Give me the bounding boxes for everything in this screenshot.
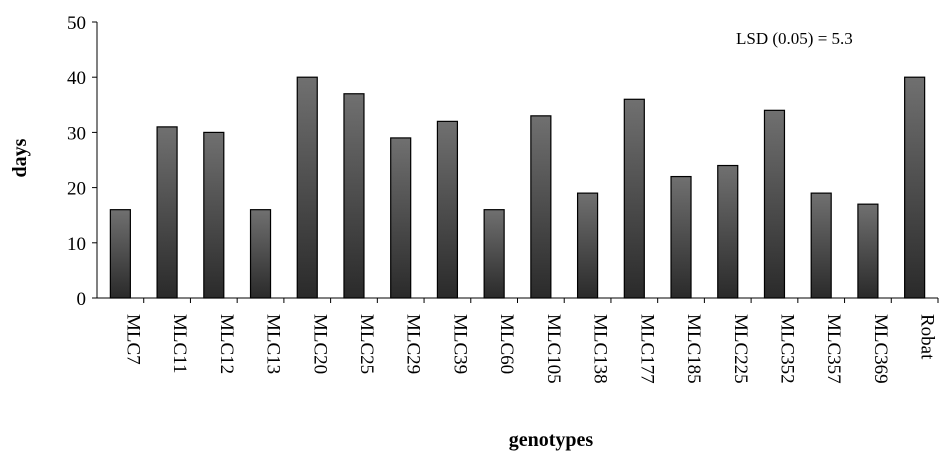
bar-mlc20 bbox=[296, 76, 318, 299]
x-tick-label: MLC7 bbox=[122, 314, 143, 365]
x-tick-label: MLC225 bbox=[730, 314, 751, 384]
bar-mlc357 bbox=[810, 192, 832, 299]
y-tick-label: 30 bbox=[67, 123, 86, 144]
x-tick-label: MLC357 bbox=[823, 314, 844, 384]
bar-mlc12 bbox=[203, 131, 225, 299]
bar-mlc105 bbox=[530, 115, 552, 299]
bar-mlc177 bbox=[623, 98, 645, 299]
x-tick-label: MLC105 bbox=[543, 314, 564, 384]
y-tick-label: 10 bbox=[67, 234, 86, 255]
x-tick-label: MLC25 bbox=[356, 314, 377, 374]
y-axis-title: days bbox=[9, 138, 31, 177]
y-tick-label: 40 bbox=[67, 68, 86, 89]
x-tick-label: Robat bbox=[917, 314, 938, 360]
bar-robat bbox=[904, 76, 926, 299]
y-tick-label: 0 bbox=[77, 289, 87, 310]
y-tick-label: 50 bbox=[67, 13, 86, 34]
bar-mlc39 bbox=[436, 120, 459, 299]
bar-mlc13 bbox=[249, 209, 272, 299]
bar-mlc11 bbox=[156, 126, 178, 299]
bar-mlc7 bbox=[109, 209, 131, 299]
y-axis-ticks: 0 10 20 30 40 50 bbox=[67, 13, 97, 310]
bar-mlc369 bbox=[857, 203, 879, 299]
bar-mlc25 bbox=[343, 93, 365, 299]
bar-mlc29 bbox=[390, 137, 412, 299]
x-tick-label: MLC29 bbox=[403, 314, 424, 374]
x-tick-label: MLC177 bbox=[636, 314, 657, 384]
x-tick-label: MLC60 bbox=[496, 314, 517, 374]
x-axis-title: genotypes bbox=[509, 429, 594, 451]
bar-mlc60 bbox=[483, 209, 505, 299]
x-axis-ticks: MLC7 MLC11 MLC12 MLC13 MLC20 MLC25 MLC29 MLC39 M… bbox=[122, 298, 939, 384]
x-tick-label: MLC138 bbox=[590, 314, 611, 384]
bar-mlc352 bbox=[763, 109, 786, 299]
x-tick-label: MLC11 bbox=[169, 314, 190, 373]
x-tick-label: MLC39 bbox=[449, 314, 470, 374]
x-tick-label: MLC369 bbox=[870, 314, 891, 384]
x-tick-label: MLC185 bbox=[683, 314, 704, 384]
x-tick-label: MLC20 bbox=[309, 314, 330, 374]
bar-mlc138 bbox=[576, 192, 599, 299]
bar-mlc225 bbox=[717, 164, 739, 299]
x-tick-label: MLC352 bbox=[776, 314, 797, 384]
bar-mlc185 bbox=[670, 175, 692, 299]
y-tick-label: 20 bbox=[67, 179, 86, 200]
x-tick-label: MLC12 bbox=[216, 314, 237, 374]
bars bbox=[109, 76, 926, 299]
lsd-annotation: LSD (0.05) = 5.3 bbox=[736, 29, 853, 48]
x-tick-label: MLC13 bbox=[263, 314, 284, 374]
